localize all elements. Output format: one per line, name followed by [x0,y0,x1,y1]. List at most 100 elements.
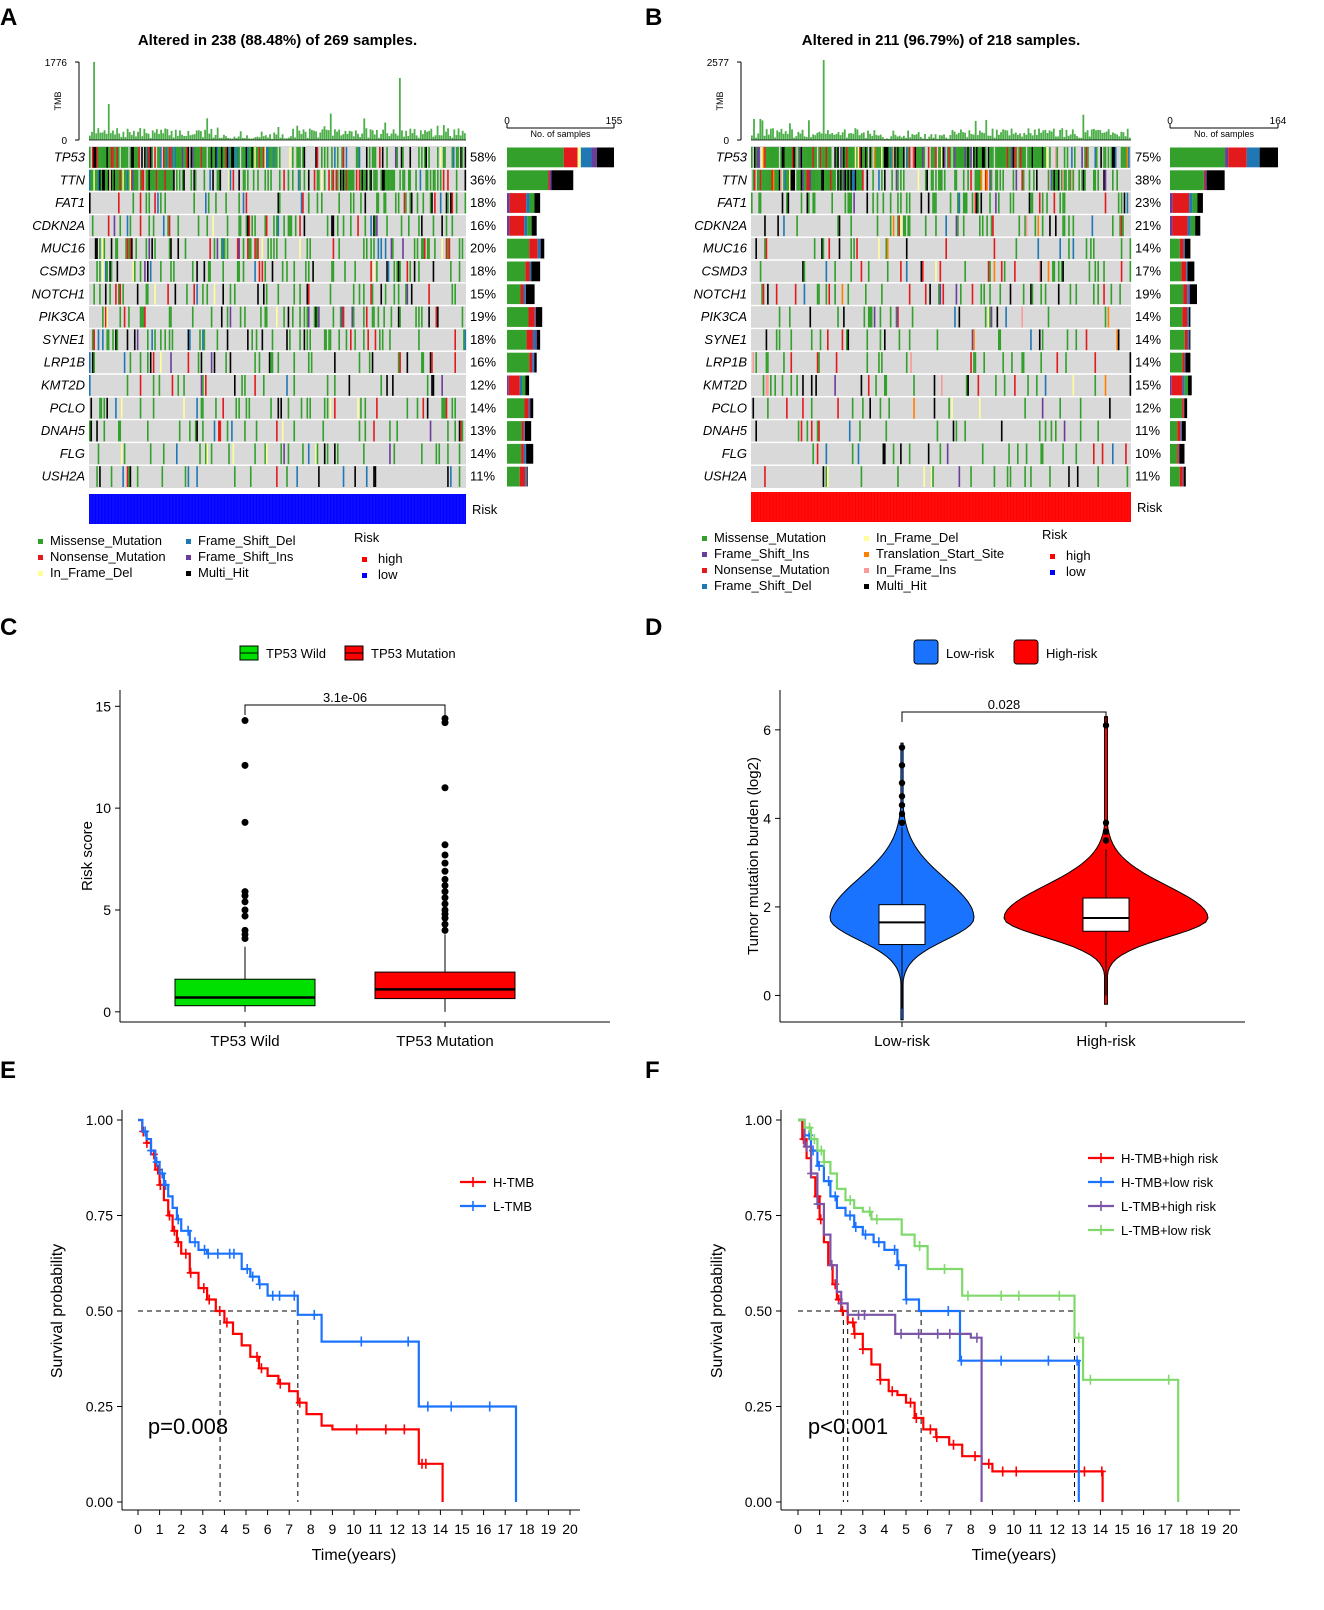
tmb-bar [176,135,179,140]
mutation-cell [371,283,374,305]
mutation-cell [841,147,844,168]
mutation-cell [148,169,151,191]
mutation-cell [828,283,831,305]
count-bar-segment [539,238,541,259]
mutation-cell [777,169,779,191]
tmb-bar [409,128,412,140]
tmb-bar [101,132,104,140]
censor-mark [1086,1374,1095,1385]
x-tick-label: 11 [1028,1521,1043,1537]
tmb-bar [1029,133,1032,140]
mutation-cell [151,147,153,168]
mutation-cell [344,169,346,191]
count-bar-segment [1170,466,1180,487]
x-tick-label: 0 [794,1521,802,1537]
count-bar-segment [1179,238,1184,259]
mutation-cell [1068,238,1070,259]
mutation-cell [303,147,306,168]
mutation-cell [1008,443,1010,465]
mutation-cell [774,375,776,396]
mutation-cell [273,147,275,168]
mutation-cell [775,329,778,351]
mutation-cell [1031,283,1034,305]
mutation-cell [873,147,876,168]
mutation-cell [178,169,181,191]
legend-label: Multi_Hit [876,578,927,593]
mutation-cell [1057,283,1060,305]
mutation-cell [120,169,123,191]
mutation-cell [283,443,285,465]
tmb-bar [1033,129,1036,140]
mutation-cell [837,397,839,419]
mutation-cell [270,238,272,259]
mutation-cell [244,306,246,328]
mutation-cell [990,169,993,191]
censor-mark [807,1168,816,1179]
censor-mark [945,1328,954,1339]
mutation-cell [168,329,171,351]
mutation-cell [374,147,377,168]
mutation-cell [364,420,367,442]
mutation-cell [321,192,323,214]
mutation-cell [184,238,187,259]
censor-mark [204,1248,213,1259]
count-bar-segment [1188,284,1190,305]
mutation-cell [315,147,317,168]
tmb-bar [145,133,148,140]
count-bar-segment [1186,261,1188,282]
count-bar-segment [1187,261,1195,282]
mutation-cell [89,147,91,168]
mutation-cell [334,375,336,396]
censor-mark [174,1214,183,1225]
censor-mark [902,1294,911,1305]
tmb-bar [200,131,202,140]
tmb-bar [1063,136,1066,140]
y-tick-label: 4 [763,810,771,826]
mutation-cell [352,169,355,191]
mutation-cell [271,261,274,282]
mutation-cell [920,261,923,282]
mutation-cell [977,192,980,214]
mutation-cell [149,352,152,373]
mutation-cell [1085,147,1088,168]
mutation-cell [106,169,108,191]
mutation-cell [825,283,828,305]
censor-mark [400,1424,409,1435]
mutation-cell [339,306,342,328]
mutation-cell [1002,169,1004,191]
gene-percent: 19% [470,309,496,324]
mutation-cell [112,329,114,351]
mutation-cell [206,215,209,237]
mutation-cell [102,169,104,191]
x-tick-label: 2 [837,1521,845,1537]
mutation-cell [292,169,294,191]
mutation-cell [142,169,145,191]
mutation-cell [810,329,813,351]
censor-mark [186,1267,195,1278]
tmb-bar [998,134,1000,140]
tmb-bar [974,120,977,140]
mutation-cell [454,283,456,305]
mutation-cell [136,283,139,305]
tmb-bar [296,125,299,140]
mutation-cell [232,147,235,168]
mutation-cell [374,466,377,487]
mutation-cell [393,261,396,282]
mutation-cell [976,169,978,191]
count-bar-segment [1170,443,1178,464]
tmb-bar [231,138,234,140]
mutation-cell [210,443,213,465]
tmb-bar [860,133,863,140]
tmb-bar [424,130,426,140]
tmb-bar [273,132,276,140]
mutation-cell [834,169,836,191]
tmb-bar [822,60,825,140]
mutation-cell [310,352,313,373]
x-tick-label: 18 [1179,1521,1195,1537]
mutation-cell [908,443,911,465]
mutation-cell [370,283,372,305]
mutation-cell [152,215,155,237]
mutation-cell [93,147,95,168]
mutation-cell [796,375,798,396]
mutation-cell [439,147,442,168]
